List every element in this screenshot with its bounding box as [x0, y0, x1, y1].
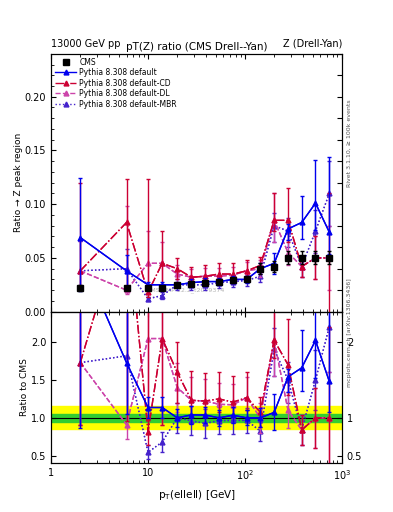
Title: pT(Z) ratio (CMS Drell--Yan): pT(Z) ratio (CMS Drell--Yan) [126, 41, 267, 52]
X-axis label: $\mathregular{p_T(ellell)}$ [GeV]: $\mathregular{p_T(ellell)}$ [GeV] [158, 487, 235, 502]
Text: Z (Drell-Yan): Z (Drell-Yan) [283, 38, 342, 49]
Y-axis label: Ratio to CMS: Ratio to CMS [20, 358, 29, 416]
Text: 13000 GeV pp: 13000 GeV pp [51, 38, 121, 49]
Text: Rivet 3.1.10, ≥ 100k events: Rivet 3.1.10, ≥ 100k events [347, 99, 352, 187]
Text: CMS-SMP-22.2_t2079374: CMS-SMP-22.2_t2079374 [147, 287, 226, 293]
Bar [51, 414, 342, 422]
Y-axis label: Ratio → Z peak region: Ratio → Z peak region [14, 133, 23, 232]
Text: mcplots.cern.ch [arXiv:1306.3436]: mcplots.cern.ch [arXiv:1306.3436] [347, 279, 352, 387]
Bar [51, 407, 342, 429]
Legend: CMS, Pythia 8.308 default, Pythia 8.308 default-CD, Pythia 8.308 default-DL, Pyt: CMS, Pythia 8.308 default, Pythia 8.308 … [53, 56, 178, 110]
